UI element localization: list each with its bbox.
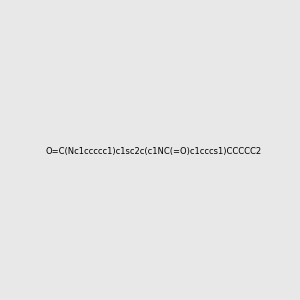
Text: O=C(Nc1ccccc1)c1sc2c(c1NC(=O)c1cccs1)CCCCC2: O=C(Nc1ccccc1)c1sc2c(c1NC(=O)c1cccs1)CCC… (46, 147, 262, 156)
